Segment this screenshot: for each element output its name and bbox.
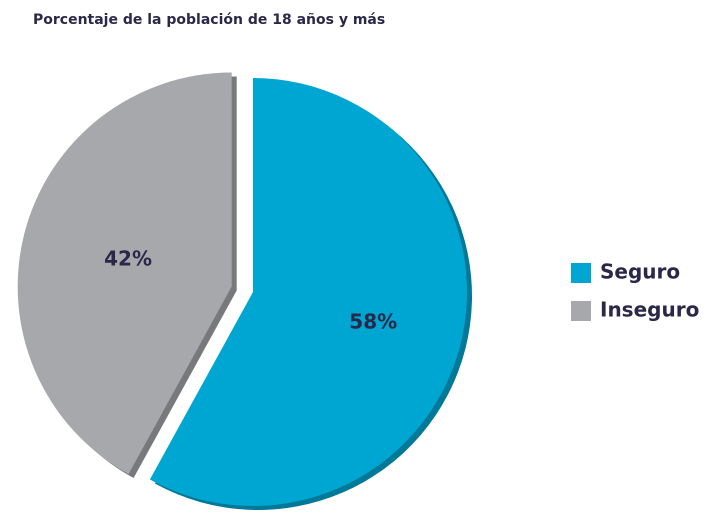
legend-label: Seguro <box>600 260 680 284</box>
chart-title: Porcentaje de la población de 18 años y … <box>33 12 385 28</box>
slice <box>17 72 232 475</box>
legend-swatch <box>571 301 591 321</box>
value-label: 42% <box>104 246 152 270</box>
legend-swatch <box>571 263 591 283</box>
value-label: 58% <box>349 309 397 333</box>
slice <box>149 78 468 507</box>
legend-label: Inseguro <box>600 298 699 322</box>
